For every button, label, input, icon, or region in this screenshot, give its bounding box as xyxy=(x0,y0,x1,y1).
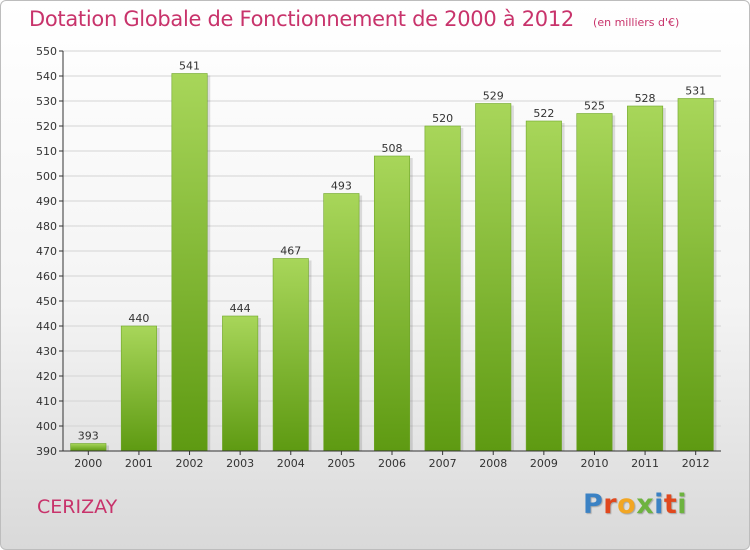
data-label: 531 xyxy=(685,85,706,98)
bar-2008 xyxy=(475,103,512,452)
y-tick-label: 460 xyxy=(36,270,57,283)
y-tick-label: 550 xyxy=(36,45,57,58)
x-tick-label: 2002 xyxy=(176,457,204,470)
brand-letter: t xyxy=(663,489,678,520)
data-label: 525 xyxy=(584,100,605,113)
x-tick-label: 2012 xyxy=(682,457,710,470)
y-tick-label: 540 xyxy=(36,70,57,83)
y-tick-label: 470 xyxy=(36,245,57,258)
bar-2007 xyxy=(424,125,461,452)
y-tick-label: 530 xyxy=(36,95,57,108)
data-label: 541 xyxy=(179,60,200,73)
y-tick-label: 390 xyxy=(36,445,57,458)
bar-2001 xyxy=(120,325,157,452)
data-label: 528 xyxy=(635,92,656,105)
x-tick-label: 2004 xyxy=(277,457,305,470)
data-label: 467 xyxy=(280,245,301,258)
axes: 390 400 410 420 430 440 450 460 470 480 490 500 510 5… xyxy=(36,45,721,470)
x-tick-label: 2010 xyxy=(580,457,608,470)
data-label: 393 xyxy=(78,430,99,443)
bar-2012 xyxy=(677,98,714,452)
brand-letter: P xyxy=(583,489,604,520)
bar-2006 xyxy=(373,155,411,452)
data-label: 508 xyxy=(382,142,403,155)
y-tick-label: 500 xyxy=(36,170,57,183)
y-tick-label: 420 xyxy=(36,370,57,383)
data-label: 520 xyxy=(432,112,453,125)
bar-2004 xyxy=(272,258,309,452)
y-tick-label: 520 xyxy=(36,120,57,133)
bar-2010 xyxy=(576,113,613,452)
y-tick-label: 400 xyxy=(36,420,57,433)
y-tick-label: 490 xyxy=(36,195,57,208)
brand-letter: o xyxy=(617,489,637,520)
data-label: 522 xyxy=(533,107,554,120)
data-label: 493 xyxy=(331,180,352,193)
y-tick-label: 510 xyxy=(36,145,57,158)
bar-2000 xyxy=(70,443,107,452)
bar-2005 xyxy=(323,193,360,452)
chart-subtitle: (en milliers d'€) xyxy=(593,16,680,29)
y-tick-label: 440 xyxy=(36,320,57,333)
bar-2003 xyxy=(222,315,259,452)
bar-2002 xyxy=(171,73,208,452)
data-label: 529 xyxy=(483,90,504,103)
brand-letter: i xyxy=(677,489,688,520)
data-label: 444 xyxy=(230,302,251,315)
bar-2009 xyxy=(525,120,562,452)
y-tick-label: 430 xyxy=(36,345,57,358)
bars: 393 440 541 444 467 493 508 520 529 522 525 528 531 xyxy=(70,60,717,452)
x-tick-label: 2000 xyxy=(74,457,102,470)
bar-2011 xyxy=(627,105,664,452)
brand-logo: Proxiti xyxy=(583,489,687,520)
brand-letter: i xyxy=(654,489,664,520)
x-tick-label: 2008 xyxy=(479,457,507,470)
place-name: CERIZAY xyxy=(37,496,118,518)
data-label: 440 xyxy=(128,312,149,325)
x-tick-label: 2003 xyxy=(226,457,254,470)
x-tick-label: 2007 xyxy=(429,457,457,470)
brand-letter: r xyxy=(603,489,618,520)
x-tick-label: 2001 xyxy=(125,457,153,470)
y-tick-label: 480 xyxy=(36,220,57,233)
y-tick-label: 410 xyxy=(36,395,57,408)
title-row: Dotation Globale de Fonctionnement de 20… xyxy=(29,7,679,31)
chart-title: Dotation Globale de Fonctionnement de 20… xyxy=(29,7,574,31)
brand-letter: x xyxy=(636,489,655,520)
x-tick-label: 2009 xyxy=(530,457,558,470)
x-tick-label: 2006 xyxy=(378,457,406,470)
x-tick-label: 2005 xyxy=(327,457,355,470)
x-tick-label: 2011 xyxy=(631,457,659,470)
y-tick-label: 450 xyxy=(36,295,57,308)
